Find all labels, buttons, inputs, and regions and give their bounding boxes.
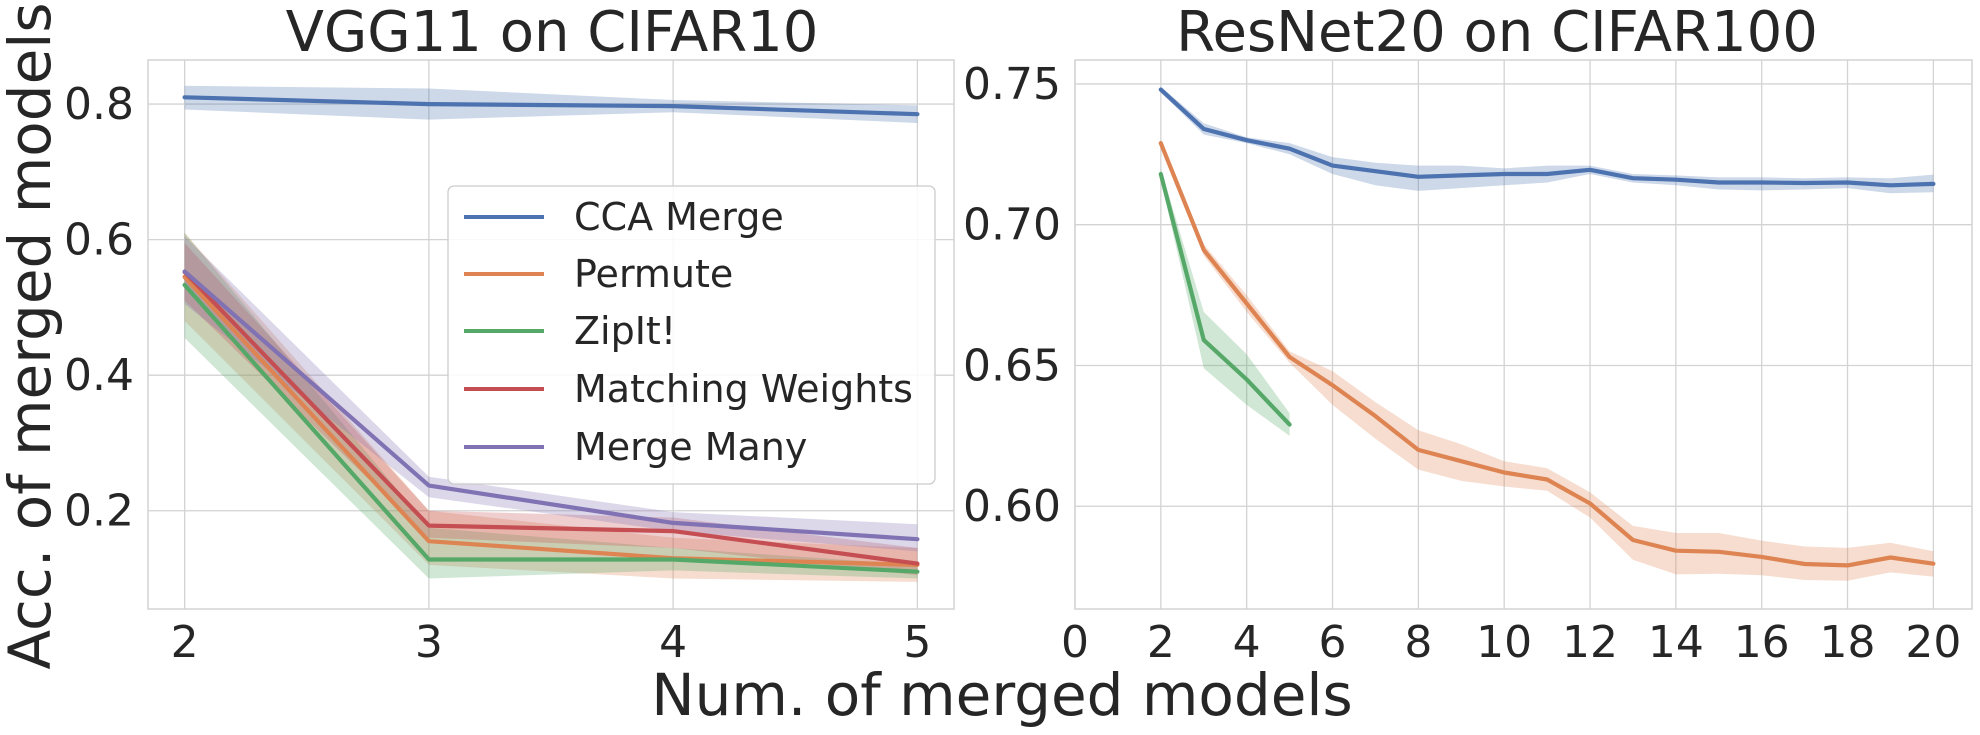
y-tick-label: 0.4 bbox=[64, 350, 134, 401]
y-tick-label: 0.8 bbox=[64, 79, 134, 130]
x-tick-label: 2 bbox=[1147, 617, 1175, 668]
line-matching-weights bbox=[182, 270, 920, 566]
band-cca-merge bbox=[1160, 86, 1934, 194]
band-zipit bbox=[1160, 168, 1290, 436]
legend-entry-zipit: ZipIt! bbox=[464, 309, 676, 353]
x-tick-labels: 2 3 4 5 bbox=[171, 617, 932, 668]
y-tick-label: 0.60 bbox=[963, 481, 1061, 532]
y-axis-label: Acc. of merged models bbox=[0, 2, 64, 669]
line-permute bbox=[182, 274, 920, 568]
y-tick-label: 0.65 bbox=[963, 340, 1061, 391]
legend-entry-cca-merge: CCA Merge bbox=[464, 195, 784, 239]
band-matching-weights bbox=[184, 243, 918, 576]
legend-box bbox=[447, 185, 936, 485]
band-merge-many bbox=[184, 236, 918, 552]
chart-resnet20-cifar100: ResNet20 on CIFAR100 0.60 0.65 0.70 0.75 0 2… bbox=[963, 0, 1973, 668]
grid bbox=[1074, 60, 1972, 609]
legend-label: CCA Merge bbox=[574, 195, 784, 239]
legend-label: Permute bbox=[574, 252, 733, 296]
x-tick-label: 8 bbox=[1404, 617, 1432, 668]
x-tick-label: 16 bbox=[1734, 617, 1790, 668]
y-tick-label: 0.2 bbox=[64, 486, 134, 537]
chart-title: ResNet20 on CIFAR100 bbox=[1176, 0, 1818, 65]
legend-entry-matching-weights: Matching Weights bbox=[464, 367, 913, 411]
x-tick-label: 4 bbox=[659, 617, 687, 668]
x-tick-label: 3 bbox=[415, 617, 443, 668]
x-tick-label: 10 bbox=[1476, 617, 1532, 668]
plot-frame bbox=[147, 59, 955, 610]
line-cca-merge bbox=[1158, 87, 1936, 188]
legend-entry-merge-many: Merge Many bbox=[464, 425, 807, 469]
plot-frame bbox=[1074, 59, 1973, 610]
y-tick-label: 0.70 bbox=[963, 200, 1061, 251]
x-tick-label: 20 bbox=[1905, 617, 1961, 668]
line-permute bbox=[1158, 141, 1936, 568]
line-cca-merge bbox=[182, 95, 920, 117]
legend: CCA Merge Permute ZipIt! Matching Weight… bbox=[447, 185, 936, 485]
x-tick-label: 6 bbox=[1319, 617, 1347, 668]
x-axis-label: Num. of merged models bbox=[651, 661, 1352, 729]
x-tick-label: 0 bbox=[1061, 617, 1089, 668]
x-tick-label: 14 bbox=[1648, 617, 1704, 668]
chart-vgg11-cifar10: VGG11 on CIFAR10 0.2 0.4 0.6 0.8 2 3 4 5 CCA M… bbox=[64, 0, 955, 668]
band-permute bbox=[184, 232, 918, 582]
x-tick-label: 2 bbox=[171, 617, 199, 668]
chart-title: VGG11 on CIFAR10 bbox=[286, 0, 819, 65]
legend-label: Matching Weights bbox=[574, 367, 913, 411]
series-lines bbox=[1158, 87, 1936, 568]
y-tick-labels: 0.60 0.65 0.70 0.75 bbox=[963, 59, 1061, 532]
x-tick-label: 5 bbox=[903, 617, 931, 668]
series-lines bbox=[182, 95, 920, 574]
line-zipit bbox=[1158, 171, 1292, 427]
line-merge-many bbox=[182, 269, 920, 542]
y-tick-label: 0.75 bbox=[963, 59, 1061, 110]
y-tick-labels: 0.2 0.4 0.6 0.8 bbox=[64, 79, 134, 537]
legend-entry-permute: Permute bbox=[464, 252, 733, 296]
legend-label: ZipIt! bbox=[574, 309, 676, 353]
line-zipit bbox=[182, 282, 920, 574]
x-tick-label: 12 bbox=[1562, 617, 1618, 668]
x-tick-label: 18 bbox=[1820, 617, 1876, 668]
legend-label: Merge Many bbox=[574, 425, 807, 469]
y-tick-label: 0.6 bbox=[64, 215, 134, 266]
x-tick-labels: 0 2 4 6 8 10 12 14 16 18 20 bbox=[1061, 617, 1961, 668]
x-tick-label: 4 bbox=[1233, 617, 1261, 668]
band-permute bbox=[1160, 140, 1934, 581]
